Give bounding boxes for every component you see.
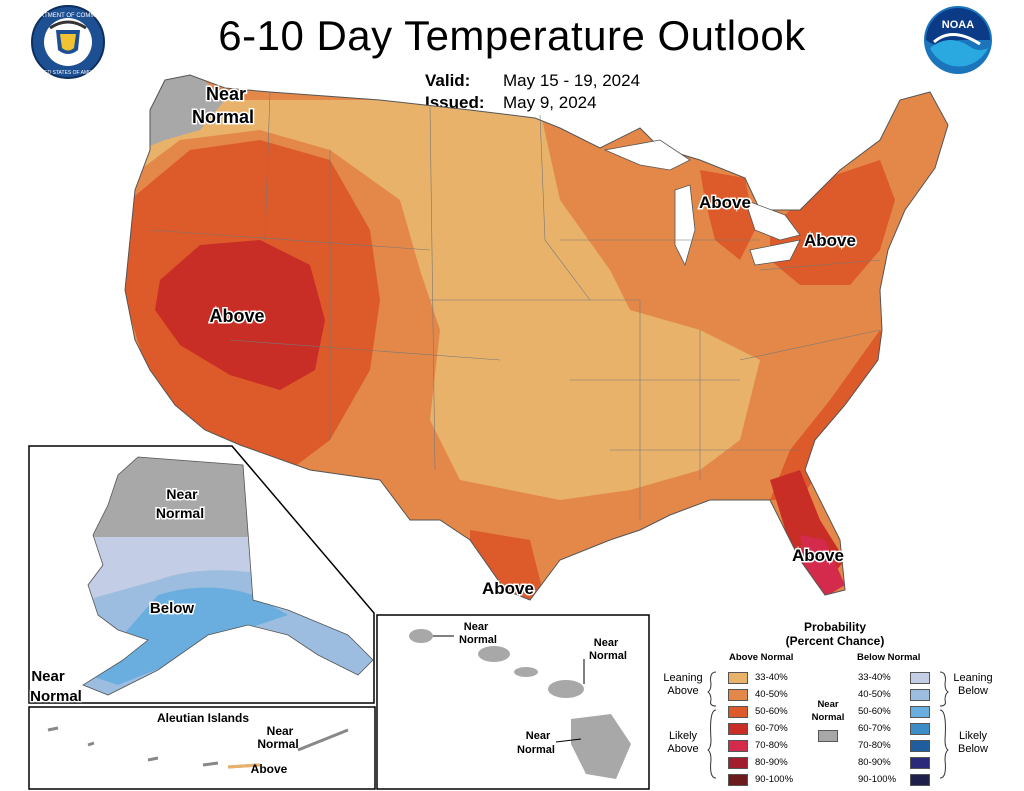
label-nw-normal: Normal (192, 107, 254, 127)
legend-above-swatch-0 (728, 672, 748, 684)
legend-below-range-4: 70-80% (858, 740, 891, 751)
noaa-logo: NOAA (924, 6, 992, 74)
legend-braces-right (939, 671, 949, 779)
legend-below-range-1: 40-50% (858, 689, 891, 700)
alaska-inset: Near Normal Below Near Normal Aleutian I… (28, 445, 376, 790)
state-borders (149, 91, 881, 520)
legend-below-range-6: 90-100% (858, 774, 897, 785)
commerce-seal-logo: DEPARTMENT OF COMMERCE UNITED STATES OF … (30, 5, 106, 79)
lake-michigan (674, 184, 696, 267)
valid-dates: Valid: May 15 - 19, 2024 Issued: May 9, 20… (425, 70, 640, 114)
legend-above-swatch-6 (728, 774, 748, 786)
legend-below-swatch-4 (910, 740, 930, 752)
legend-likely-above: Likely Above (667, 730, 699, 755)
legend-above-range-0: 33-40% (755, 672, 788, 683)
legend-above-swatch-2 (728, 706, 748, 718)
legend: Probability (Percent Chance) Above Norma… (655, 618, 1015, 788)
legend-title: Probability (803, 620, 866, 634)
legend-above-range-4: 70-80% (755, 740, 788, 751)
legend-below-swatch-3 (910, 723, 930, 735)
label-aleutian-above: Above (251, 762, 288, 776)
label-ak-sw-near: Near (31, 668, 65, 685)
label-hi-big-near: Near (526, 730, 551, 742)
legend-above-range-6: 90-100% (755, 774, 794, 785)
legend-below-range-3: 60-70% (858, 723, 891, 734)
legend-likely-below: Likely Below (958, 730, 988, 755)
valid-value: May 15 - 19, 2024 (503, 71, 641, 90)
legend-below-swatch-5 (910, 757, 930, 769)
noaa-text: NOAA (942, 19, 974, 31)
legend-above-swatch-5 (728, 757, 748, 769)
legend-below-swatch-6 (910, 774, 930, 786)
label-hi-maui-normal: Normal (589, 650, 627, 662)
legend-leaning-above: Leaning Above (663, 672, 703, 697)
legend-below-swatch-1 (910, 689, 930, 701)
legend-above-header: Above Normal (729, 652, 794, 663)
label-ak-near: Near (166, 486, 198, 502)
page-title: 6-10 Day Temperature Outlook (218, 12, 806, 59)
label-ak-normal: Normal (156, 505, 204, 521)
legend-leaning-below: Leaning Below (953, 672, 993, 697)
legend-above-range-3: 60-70% (755, 723, 788, 734)
label-texas-above: Above (482, 579, 534, 598)
legend-near-normal-swatch (818, 730, 838, 742)
legend-below-range-2: 50-60% (858, 706, 891, 717)
legend-above-range-2: 50-60% (755, 706, 788, 717)
aleutian-title: Aleutian Islands (157, 711, 249, 725)
legend-above-range-1: 40-50% (755, 689, 788, 700)
lake-huron (744, 199, 801, 241)
label-aleutian-normal: Normal (257, 737, 298, 751)
issued-value: May 9, 2024 (503, 93, 597, 112)
legend-above-swatch-1 (728, 689, 748, 701)
label-aleutian-near: Near (267, 724, 294, 738)
label-ak-below: Below (150, 600, 195, 617)
label-hi-kauai-near: Near (464, 621, 489, 633)
legend-subtitle: (Percent Chance) (785, 634, 885, 648)
legend-above-swatch-4 (728, 740, 748, 752)
legend-braces-left (707, 671, 717, 779)
label-nw-near: Near (206, 84, 246, 104)
label-hi-big-normal: Normal (517, 744, 555, 756)
seal-text: UNITED STATES OF AMERICA (33, 70, 105, 76)
legend-below-header: Below Normal (857, 652, 921, 663)
legend-below-range-5: 80-90% (858, 757, 891, 768)
legend-below-swatch-2 (910, 706, 930, 718)
label-florida-above: Above (792, 546, 844, 565)
label-hi-maui-near: Near (594, 637, 619, 649)
lake-superior (603, 139, 691, 171)
svg-text:DEPARTMENT OF COMMERCE: DEPARTMENT OF COMMERCE (30, 13, 106, 19)
label-hi-kauai-normal: Normal (459, 634, 497, 646)
label-sw-above: Above (209, 306, 264, 326)
legend-above-range-5: 80-90% (755, 757, 788, 768)
lake-erie (749, 239, 801, 266)
legend-below-swatch-0 (910, 672, 930, 684)
valid-label: Valid: (425, 71, 471, 90)
legend-below-range-0: 33-40% (858, 672, 891, 683)
label-greatlakes-above: Above (699, 193, 751, 212)
label-ak-sw-normal: Normal (30, 688, 82, 705)
legend-near-normal: Near Normal (811, 699, 845, 723)
hawaii-inset: Near Normal Near Normal Near Normal (376, 614, 650, 790)
legend-above-swatch-3 (728, 723, 748, 735)
label-northeast-above: Above (804, 231, 856, 250)
